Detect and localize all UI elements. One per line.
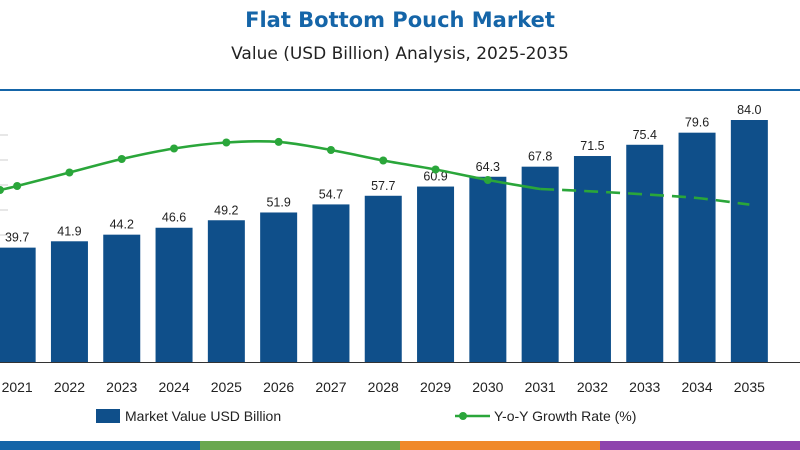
x-tick-label: 2032 <box>577 379 608 395</box>
bar <box>417 186 455 362</box>
bar-value-label: 46.6 <box>162 211 186 225</box>
x-tick-label: 2026 <box>263 379 294 395</box>
x-tick-label: 2023 <box>106 379 137 395</box>
title-divider <box>0 89 800 91</box>
growth-line-solid <box>0 139 541 192</box>
bar <box>260 212 298 362</box>
x-tick-label: 2028 <box>368 379 399 395</box>
legend-line-label: Y-o-Y Growth Rate (%) <box>494 408 636 424</box>
strip-segment-purple <box>600 441 800 450</box>
x-tick-label: 2035 <box>734 379 765 395</box>
growth-point <box>170 144 179 153</box>
x-tick-label: 2031 <box>525 379 556 395</box>
growth-point <box>483 176 492 184</box>
bar <box>521 166 559 362</box>
growth-point <box>274 137 283 146</box>
x-tick-label: 2027 <box>315 379 346 395</box>
bar-value-label: 41.9 <box>57 224 81 238</box>
bar <box>573 156 611 362</box>
bar-value-label: 64.3 <box>476 160 500 174</box>
bar-value-label: 54.7 <box>319 187 343 201</box>
chart-subtitle: Value (USD Billion) Analysis, 2025-2035 <box>231 44 569 64</box>
bar-value-label: 84.0 <box>737 103 761 117</box>
x-tick-label: 2022 <box>54 379 85 395</box>
bar <box>207 220 245 362</box>
x-tick-label: 2029 <box>420 379 451 395</box>
growth-point <box>0 186 4 194</box>
bar <box>730 120 768 362</box>
bar <box>626 144 664 362</box>
bar-value-label: 79.6 <box>685 116 709 130</box>
bar-value-label: 71.5 <box>580 139 604 153</box>
x-tick-label: 2024 <box>158 379 189 395</box>
strip-segment-orange <box>400 441 600 450</box>
x-tick-label: 2030 <box>472 379 503 395</box>
legend-bar-swatch <box>96 409 120 423</box>
strip-segment-green <box>200 441 400 450</box>
bar <box>103 234 141 362</box>
bar <box>0 247 36 362</box>
chart-title: Flat Bottom Pouch Market <box>245 8 555 32</box>
bar <box>50 241 88 362</box>
bar-value-label: 49.2 <box>214 203 238 217</box>
bar-value-label: 57.7 <box>371 179 395 193</box>
growth-point <box>431 165 440 174</box>
bar <box>364 195 402 362</box>
growth-line-dashed <box>540 187 750 206</box>
bar-value-label: 44.2 <box>110 218 134 232</box>
bottom-color-strip <box>0 441 800 450</box>
growth-point <box>379 156 388 165</box>
bar-value-label: 39.7 <box>5 231 29 245</box>
bar <box>469 176 507 362</box>
bar-value-label: 51.9 <box>266 195 290 209</box>
x-tick-label: 2021 <box>2 379 33 395</box>
bar <box>155 227 193 362</box>
growth-point <box>13 182 22 190</box>
x-tick-label: 2034 <box>681 379 712 395</box>
bar-value-label: 67.8 <box>528 150 552 164</box>
bar <box>678 132 716 362</box>
growth-point <box>222 138 231 147</box>
x-tick-label: 2025 <box>211 379 242 395</box>
growth-point <box>117 155 126 163</box>
bar <box>312 204 350 362</box>
bar-value-label: 75.4 <box>633 128 657 142</box>
legend-bar-label: Market Value USD Billion <box>125 408 281 424</box>
strip-segment-blue <box>0 441 200 450</box>
bar-value-label: 60.9 <box>423 170 447 184</box>
growth-point <box>65 168 74 177</box>
x-tick-label: 2033 <box>629 379 660 395</box>
legend-line-marker <box>459 412 467 420</box>
growth-point <box>326 146 335 154</box>
